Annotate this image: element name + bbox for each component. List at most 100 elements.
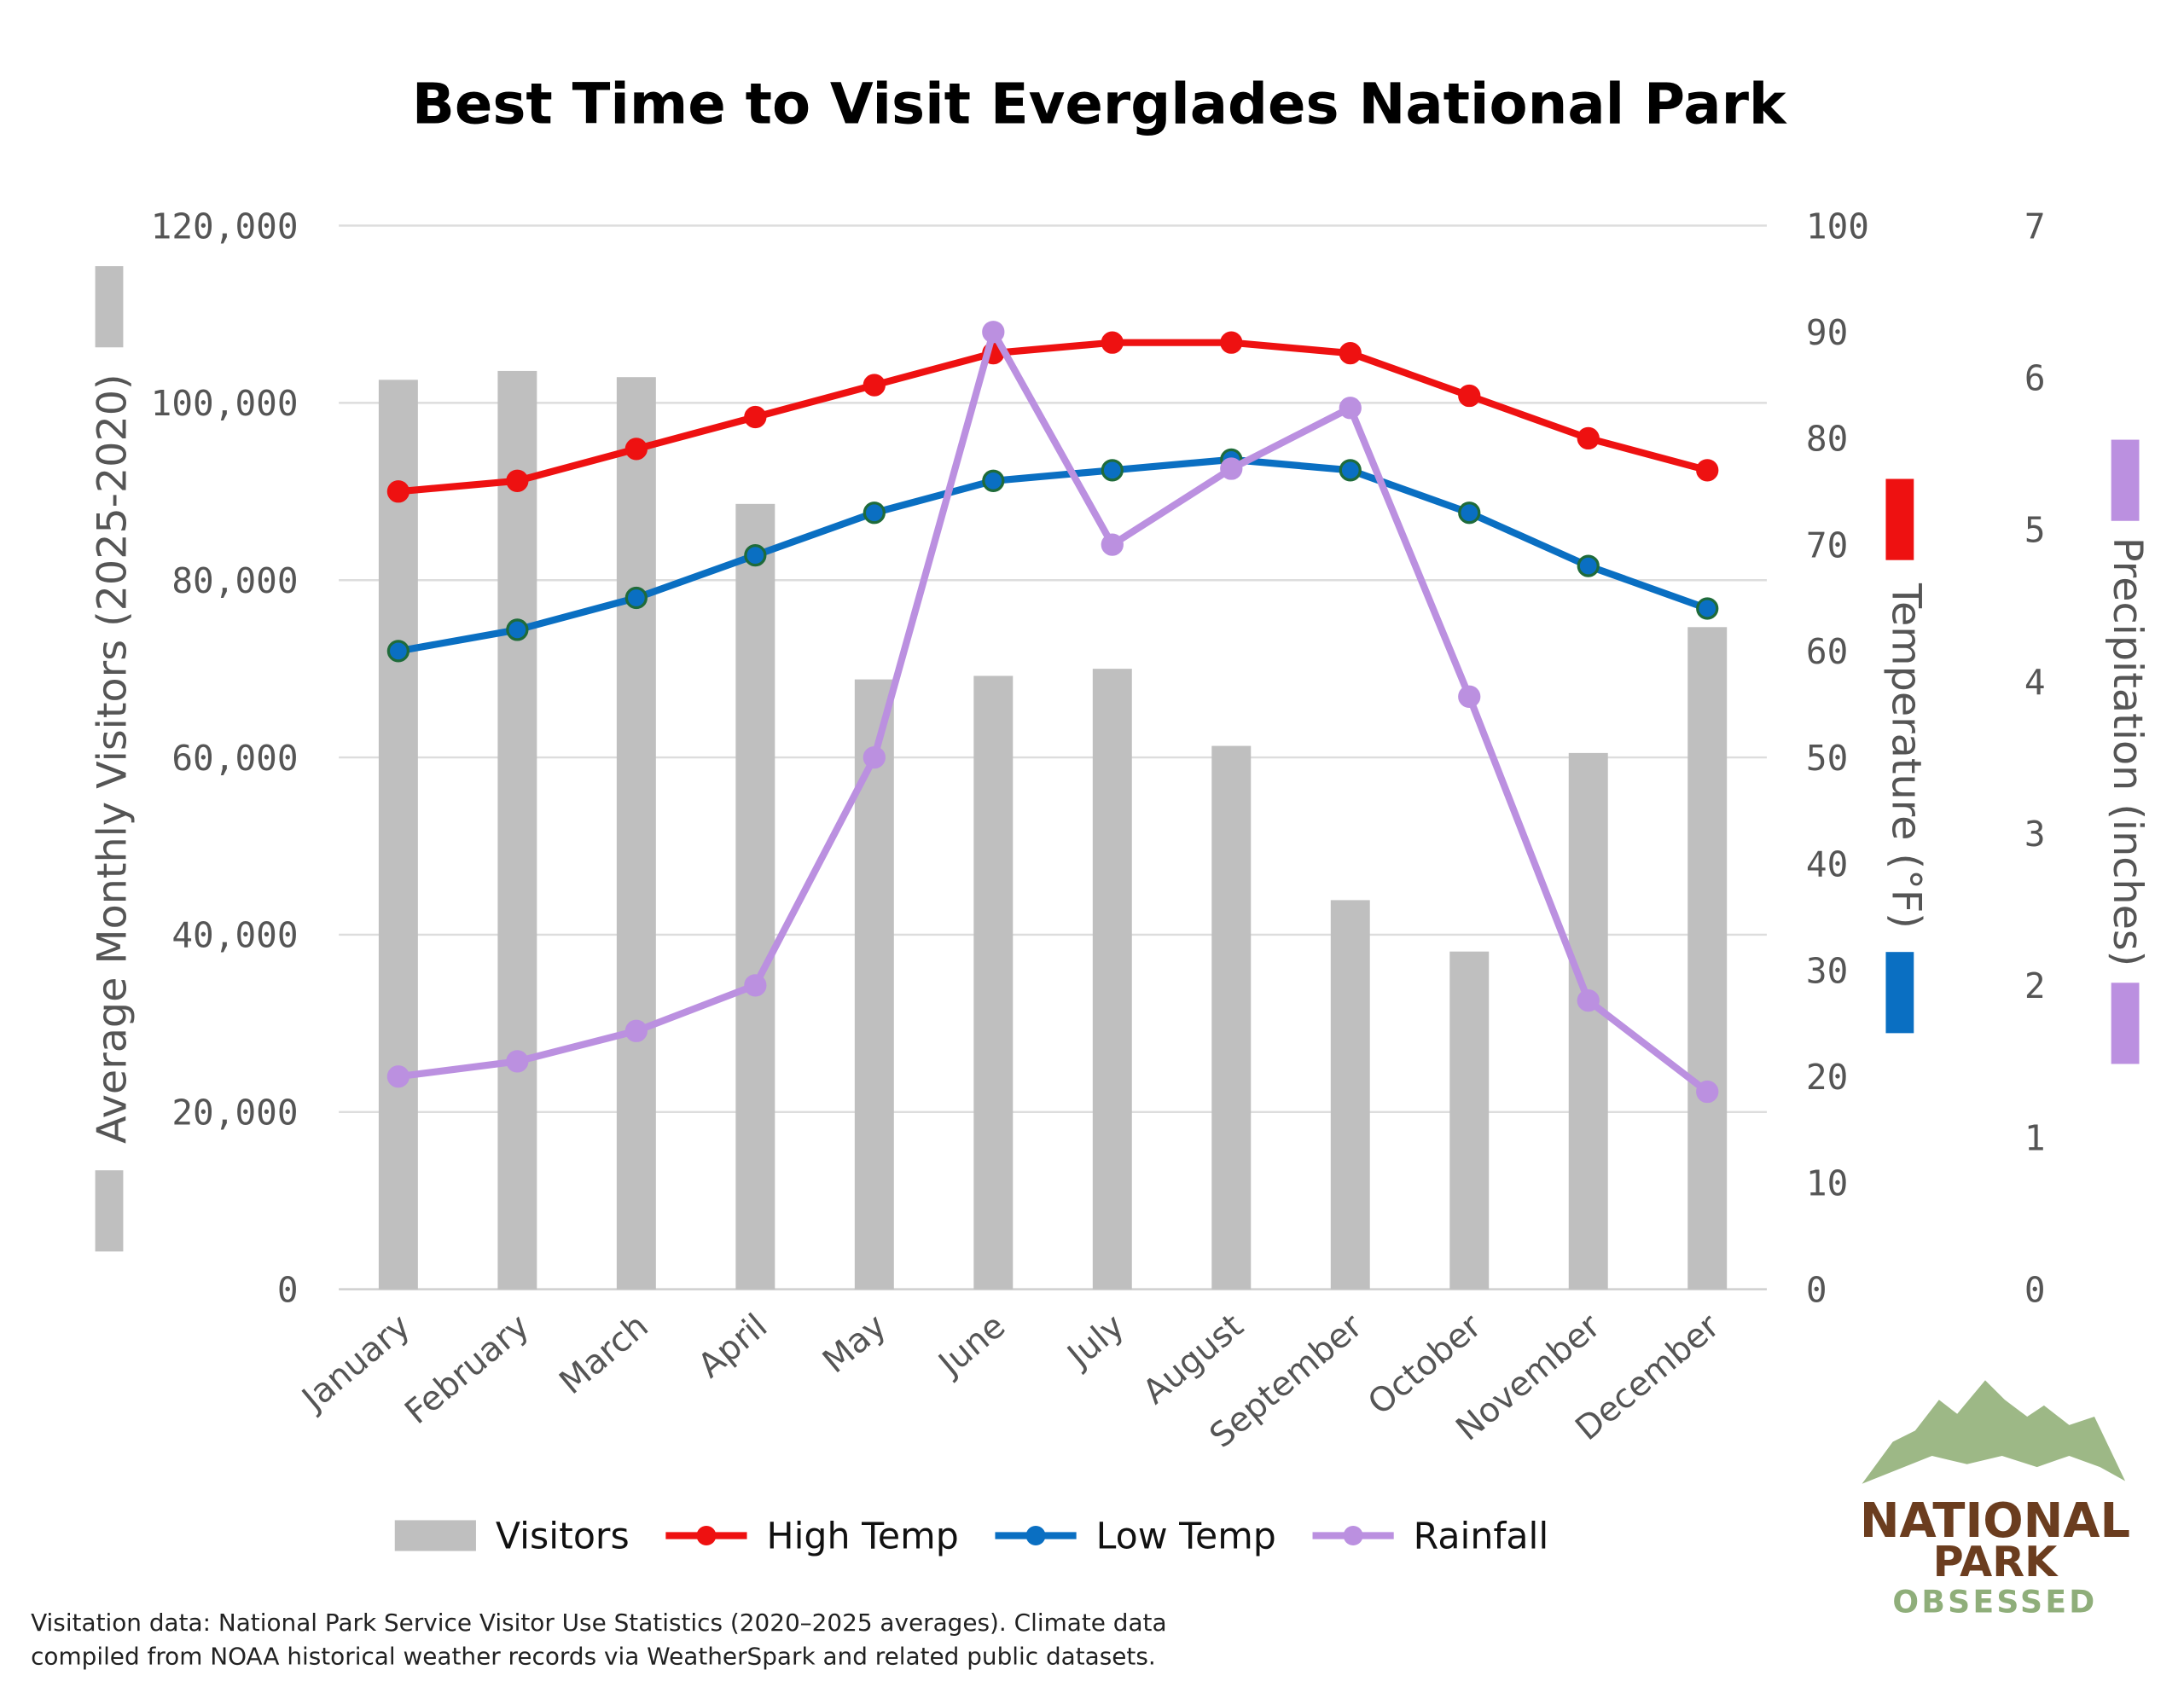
left-axis-label: Average Monthly Visitors (2025-2020) [90, 374, 136, 1144]
point-rainfall [1101, 533, 1124, 556]
rainfall-swatch [2111, 983, 2140, 1064]
point-rainfall [982, 321, 1005, 344]
point-rainfall [1696, 1080, 1719, 1104]
left-tick-label: 100,000 [151, 383, 299, 424]
point-rainfall [624, 1019, 648, 1042]
bar-visitors [616, 377, 656, 1290]
visitors-swatch [95, 266, 124, 348]
temperature-tick-label: 100 [1806, 206, 1869, 246]
temperature-axis-label: Temperature (°F) [1883, 583, 1930, 929]
left-tick-label: 80,000 [171, 560, 298, 601]
legend-marker-high-temp [696, 1526, 717, 1545]
bar-visitors [735, 503, 775, 1290]
bar-visitors [1330, 900, 1370, 1290]
legend-label-high-temp: High Temp [767, 1515, 959, 1557]
point-rainfall [863, 745, 886, 769]
temperature-tick-label: 0 [1806, 1269, 1827, 1310]
bar-visitors [1568, 752, 1608, 1290]
legend-marker-rainfall [1343, 1526, 1363, 1545]
left-tick-label: 0 [277, 1269, 299, 1310]
high-temp-swatch [1885, 478, 1914, 560]
temperature-tick-label: 30 [1806, 950, 1848, 991]
point-high-temp [1339, 342, 1362, 365]
temperature-tick-label: 90 [1806, 312, 1848, 353]
lines [386, 321, 1719, 1104]
point-high-temp [1696, 459, 1719, 482]
point-low-temp [982, 469, 1005, 492]
category-label: July [1059, 1307, 1132, 1377]
legend: Visitors High Temp Low Temp Rainfall [394, 1515, 1549, 1557]
bar-visitors [1211, 745, 1252, 1290]
bar-visitors [973, 675, 1014, 1290]
temperature-tick-label: 50 [1806, 738, 1848, 779]
chart-title: Best Time to Visit Everglades National P… [412, 72, 1787, 137]
category-label: April [691, 1307, 775, 1386]
temperature-tick-label: 80 [1806, 419, 1848, 460]
legend-swatch-visitors [394, 1520, 476, 1551]
left-tick-label: 40,000 [171, 915, 298, 956]
point-high-temp [1101, 331, 1124, 354]
precipitation-tick-label: 4 [2024, 662, 2046, 703]
precipitation-tick-label: 6 [2024, 357, 2046, 398]
point-rainfall [1577, 989, 1600, 1012]
point-high-temp [1220, 331, 1243, 354]
footer-line-1: Visitation data: National Park Service V… [31, 1609, 1166, 1637]
bar-visitors [497, 370, 537, 1290]
rainfall-swatch [2111, 439, 2140, 521]
footer-line-2: compiled from NOAA historical weather re… [31, 1642, 1156, 1670]
precipitation-tick-label: 3 [2024, 814, 2046, 855]
logo-text-national: NATIONAL [1860, 1493, 2130, 1549]
point-low-temp [624, 586, 648, 610]
logo: NATIONAL PARK OBSESSED [1860, 1380, 2130, 1620]
legend-label-rainfall: Rainfall [1414, 1515, 1549, 1557]
bar-visitors [1687, 627, 1728, 1290]
point-high-temp [863, 374, 886, 397]
point-high-temp [1577, 426, 1600, 450]
point-low-temp [1101, 459, 1124, 482]
point-high-temp [386, 480, 410, 503]
logo-mountains [1862, 1380, 2126, 1484]
point-low-temp [506, 618, 529, 641]
bars [378, 370, 1728, 1290]
point-high-temp [1458, 384, 1481, 408]
category-label: May [816, 1307, 894, 1382]
left-tick-label: 60,000 [171, 738, 298, 779]
point-rainfall [1458, 685, 1481, 708]
logo-text-park: PARK [1933, 1537, 2059, 1586]
line-low-temp [398, 455, 1709, 655]
bar-visitors [1449, 951, 1490, 1290]
point-rainfall [744, 974, 767, 997]
gridlines [339, 224, 1767, 1290]
low-temp-swatch [1885, 952, 1914, 1034]
left-axis-title: Average Monthly Visitors (2025-2020) [90, 266, 136, 1252]
line-high-temp [398, 339, 1709, 496]
temperature-tick-label: 60 [1806, 631, 1848, 672]
visitors-swatch [95, 1170, 124, 1252]
temperature-axis-title: Temperature (°F) [1883, 478, 1930, 1034]
precipitation-tick-label: 0 [2024, 1269, 2046, 1310]
line-rainfall [398, 328, 1710, 1095]
precipitation-axis-title: Precipitation (inches) [2104, 439, 2151, 1064]
temperature-tick-label: 40 [1806, 844, 1848, 885]
point-rainfall [386, 1065, 410, 1088]
point-low-temp [1458, 501, 1481, 525]
point-rainfall [1220, 457, 1243, 480]
precipitation-axis-label: Precipitation (inches) [2104, 537, 2151, 966]
precipitation-tick-label: 5 [2024, 510, 2046, 551]
temperature-tick-label: 70 [1806, 525, 1848, 565]
legend-label-low-temp: Low Temp [1096, 1515, 1276, 1557]
logo-text-obsessed: OBSESSED [1892, 1584, 2097, 1620]
point-low-temp [1577, 554, 1600, 577]
temperature-tick-label: 20 [1806, 1057, 1848, 1098]
point-rainfall [1339, 397, 1362, 420]
temperature-tick-label: 10 [1806, 1163, 1848, 1204]
bar-visitors [854, 679, 894, 1290]
category-label: March [552, 1307, 656, 1402]
tick-labels: 0 20,000 40,000 60,000 80,000 100,000 120,000 0… [151, 206, 2046, 1310]
point-low-temp [744, 543, 767, 567]
category-label: August [1136, 1307, 1251, 1412]
precipitation-tick-label: 7 [2024, 206, 2046, 246]
left-tick-label: 20,000 [171, 1093, 298, 1133]
